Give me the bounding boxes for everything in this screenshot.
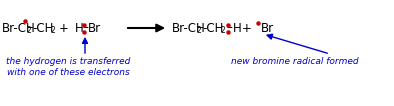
Text: Br-CH: Br-CH (172, 22, 206, 34)
Text: the hydrogen is transferred
with one of these electrons: the hydrogen is transferred with one of … (6, 57, 130, 77)
Text: Br: Br (261, 22, 274, 34)
Text: Br-CH: Br-CH (2, 22, 36, 34)
Text: -CH: -CH (32, 22, 53, 34)
Text: H: H (233, 22, 242, 34)
Text: -CH: -CH (202, 22, 223, 34)
Text: 2: 2 (27, 26, 32, 35)
Text: 2: 2 (51, 26, 56, 35)
Text: 2: 2 (221, 26, 226, 35)
Text: +: + (242, 22, 252, 34)
Text: new bromine radical formed: new bromine radical formed (231, 57, 359, 66)
Text: H: H (75, 22, 84, 34)
Text: –: – (226, 22, 232, 34)
Text: +: + (59, 22, 69, 34)
Text: 2: 2 (197, 26, 202, 35)
Text: Br: Br (88, 22, 101, 34)
Text: –: – (82, 22, 88, 34)
